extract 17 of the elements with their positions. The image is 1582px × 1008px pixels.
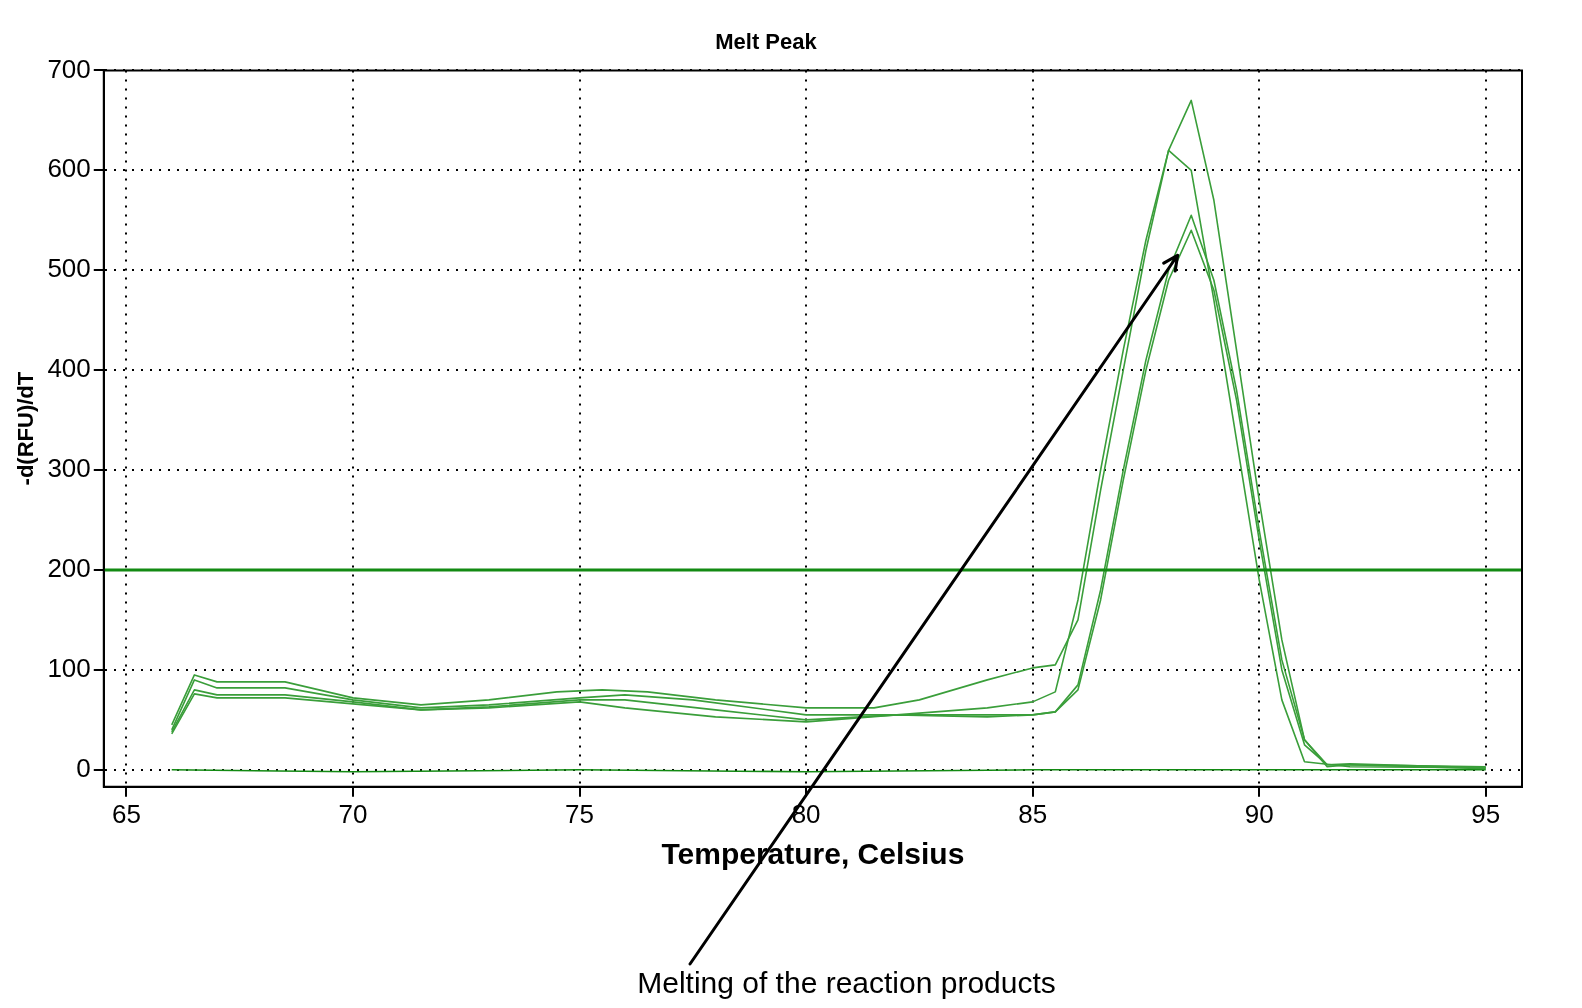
y-tick-label: 0 [76, 752, 91, 783]
x-tick-label: 90 [1244, 798, 1274, 829]
x-tick-label: 95 [1471, 798, 1501, 829]
y-tick-label: 500 [47, 253, 91, 284]
y-axis-title: -d(RFU)/dT [13, 371, 39, 486]
x-tick-label: 75 [565, 798, 594, 829]
y-tick-label: 200 [47, 553, 91, 584]
y-tick-label: 400 [47, 353, 91, 384]
y-tick-label: 100 [47, 653, 91, 684]
y-tick-label: 300 [47, 453, 91, 484]
y-tick-label: 700 [47, 53, 91, 84]
x-tick-label: 85 [1018, 798, 1048, 829]
x-tick-label: 65 [111, 798, 141, 829]
chart-title: Melt Peak [715, 29, 818, 55]
annotation: Melting of the reaction products [637, 966, 1056, 1000]
x-tick-label: 70 [338, 798, 368, 829]
y-tick-label: 600 [47, 153, 91, 184]
